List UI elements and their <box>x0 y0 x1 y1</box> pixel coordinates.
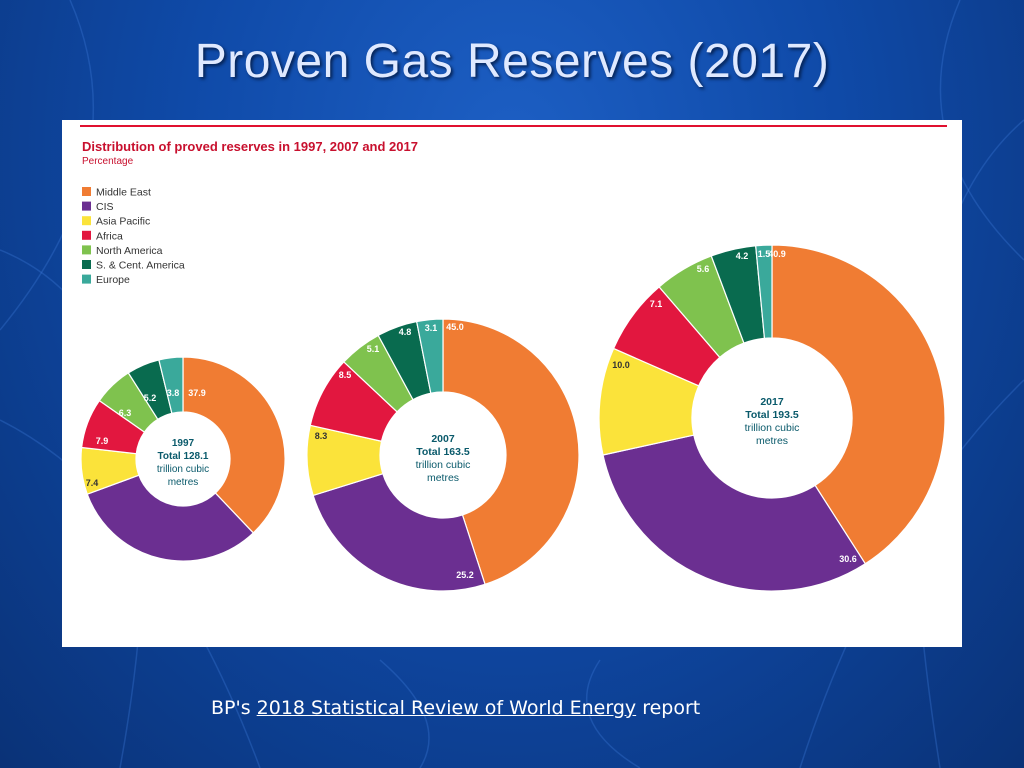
center-year-2017: 2017 <box>760 396 784 408</box>
legend-label-north-america: North America <box>96 245 163 257</box>
slice-2007-middle-east <box>442 318 580 586</box>
chart-subtitle: Percentage <box>82 156 134 167</box>
data-label-2007-europe: 3.1 <box>425 323 438 333</box>
center-unit-line1-1997: trillion cubic <box>157 464 209 475</box>
legend-label-s-cent-america: S. & Cent. America <box>96 260 185 272</box>
center-unit-line2-2017: metres <box>756 435 788 447</box>
center-total-2017: Total 193.5 <box>745 409 799 421</box>
data-label-1997-asia-pacific: 7.4 <box>86 478 99 488</box>
data-label-2007-s-cent-america: 4.8 <box>399 327 412 337</box>
center-unit-line2-2007: metres <box>427 472 459 484</box>
legend-swatch-north-america <box>82 245 91 255</box>
legend-label-africa: Africa <box>96 230 123 242</box>
data-label-2007-asia-pacific: 8.3 <box>315 431 328 441</box>
caption-suffix: report <box>636 697 701 719</box>
data-label-1997-africa: 7.9 <box>96 436 109 446</box>
legend-swatch-europe <box>82 274 91 284</box>
data-label-2017-asia-pacific: 10.0 <box>612 360 630 370</box>
data-label-2017-cis: 30.6 <box>839 554 857 564</box>
legend-label-middle-east: Middle East <box>96 187 151 199</box>
center-year-2007: 2007 <box>431 433 455 445</box>
slice-2007-cis <box>312 472 486 592</box>
data-label-2017-middle-east: 40.9 <box>768 249 786 259</box>
slice-1997-middle-east <box>182 356 286 534</box>
donut-charts: Distribution of proved reserves in 1997,… <box>80 125 947 592</box>
legend-label-cis: CIS <box>96 201 114 213</box>
legend-swatch-cis <box>82 201 91 211</box>
legend-swatch-s-cent-america <box>82 260 91 269</box>
data-label-2007-north-america: 5.1 <box>367 344 380 354</box>
slide-title: Proven Gas Reserves (2017) <box>194 35 830 88</box>
slice-1997-europe <box>158 356 184 415</box>
legend: Middle East CIS Asia Pacific Africa North Am… <box>82 187 185 286</box>
data-label-2007-middle-east: 45.0 <box>446 322 464 332</box>
legend-label-europe: Europe <box>96 274 130 286</box>
chart-title: Distribution of proved reserves in 1997,… <box>82 139 418 154</box>
slice-1997-cis <box>86 474 255 562</box>
source-caption: BP's 2018 Statistical Review of World En… <box>211 697 700 719</box>
center-unit-line1-2007: trillion cubic <box>416 459 471 471</box>
caption-prefix: BP's <box>211 697 257 719</box>
data-label-1997-cis: 31.5 <box>225 553 243 563</box>
data-label-2007-africa: 8.5 <box>339 370 352 380</box>
legend-swatch-asia-pacific <box>82 216 91 226</box>
data-label-1997-europe: 3.8 <box>167 388 180 398</box>
center-total-1997: Total 128.1 <box>158 451 209 462</box>
data-label-1997-north-america: 6.3 <box>119 408 132 418</box>
chart-panel: Distribution of proved reserves in 1997,… <box>62 120 962 647</box>
slice-2017-europe <box>755 244 773 340</box>
donut-1997: 37.9 31.5 7.4 7.9 6.3 5.2 3.8 1997 Total 128.1 tr… <box>80 356 286 563</box>
center-total-2007: Total 163.5 <box>416 446 470 458</box>
data-label-2017-s-cent-america: 4.2 <box>736 251 749 261</box>
slice-2007-europe <box>415 318 444 394</box>
slice-2017-middle-east <box>771 244 946 565</box>
legend-label-asia-pacific: Asia Pacific <box>96 216 150 228</box>
data-label-2017-africa: 7.1 <box>650 299 663 309</box>
center-unit-line2-1997: metres <box>168 477 199 488</box>
donut-group: 37.9 31.5 7.4 7.9 6.3 5.2 3.8 1997 Total 128.1 tr… <box>80 244 946 592</box>
legend-swatch-africa <box>82 230 91 240</box>
slice-2017-cis <box>602 434 867 592</box>
data-label-2017-europe: 1.5 <box>758 249 771 259</box>
center-unit-line1-2017: trillion cubic <box>745 422 800 434</box>
report-link[interactable]: 2018 Statistical Review of World Energy <box>256 697 637 719</box>
data-label-2007-cis: 25.2 <box>456 570 474 580</box>
legend-swatch-middle-east <box>82 187 91 196</box>
data-label-2017-north-america: 5.6 <box>697 264 710 274</box>
data-label-1997-s-cent-america: 5.2 <box>144 393 157 403</box>
center-year-1997: 1997 <box>172 438 195 449</box>
data-label-1997-middle-east: 37.9 <box>188 388 206 398</box>
